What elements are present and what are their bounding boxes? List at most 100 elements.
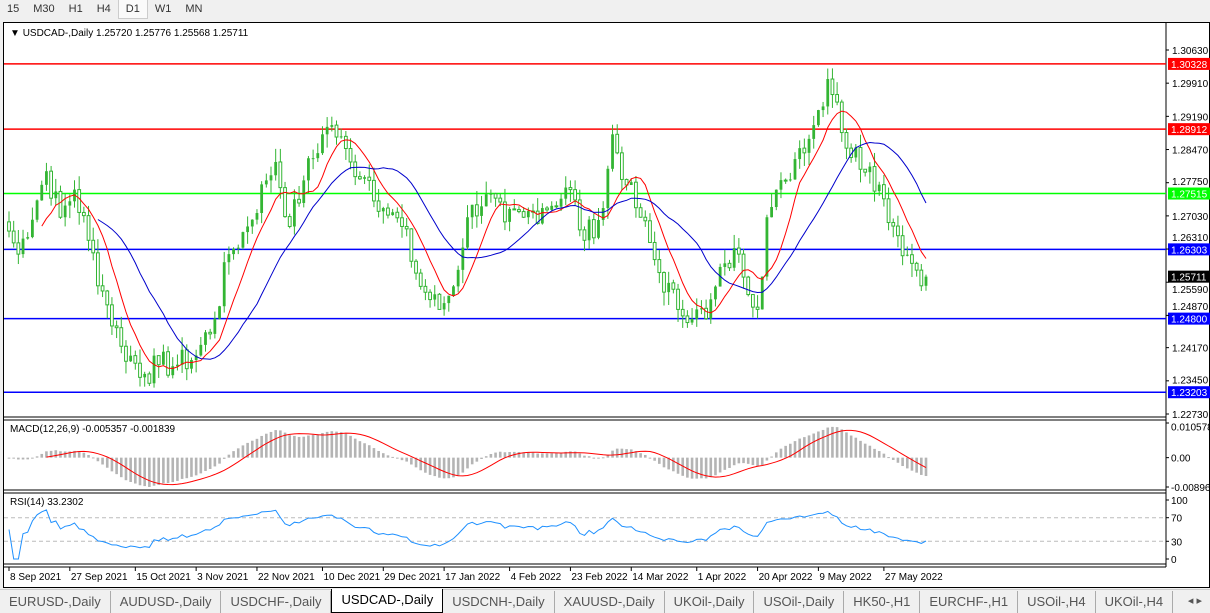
price-tick-label: 1.26310 (1172, 233, 1209, 244)
candle-up (391, 212, 395, 216)
tab-ukoil-daily[interactable]: UKOil-,Daily (665, 591, 755, 613)
tab-usoil-daily[interactable]: USOil-,Daily (754, 591, 845, 613)
price-tick-label: 1.28470 (1172, 146, 1209, 157)
timeframe-toolbar: 15 M30 H1 H4 D1 W1 MN (0, 0, 210, 19)
candle-down (643, 216, 648, 222)
candle-up (161, 351, 165, 365)
timeframe-h4[interactable]: H4 (96, 3, 111, 15)
symbol-label: USDCAD-,Daily (22, 28, 94, 39)
macd-histogram-bar (550, 453, 554, 458)
candle-down (105, 290, 110, 306)
candle-up (690, 318, 694, 323)
candle-up (484, 194, 488, 207)
price-tick-label: 1.29910 (1172, 79, 1209, 90)
tab-scroll-arrows-icon[interactable]: ◂ ▸ (1187, 595, 1202, 607)
macd-histogram-bar (363, 443, 366, 458)
macd-histogram-bar (784, 445, 787, 458)
price-tick-label: 1.24170 (1172, 344, 1209, 355)
macd-histogram-bar (905, 457, 909, 469)
macd-histogram-bar (124, 457, 128, 481)
candle-up (35, 200, 39, 220)
macd-histogram-bar (40, 453, 44, 458)
candle-up (816, 110, 820, 126)
time-tick-label: 4 Feb 2022 (511, 572, 562, 583)
tab-ukoil-h4[interactable]: UKOil-,H4 (1096, 591, 1174, 613)
chart-window[interactable]: 1.30328 1.28912 1.27515 1.26303 1.24800 1.232… (3, 22, 1210, 588)
macd-histogram-bar (807, 435, 811, 458)
tab-usdcnh-daily[interactable]: USDCNH-,Daily (443, 591, 555, 613)
candle-up (760, 276, 764, 310)
macd-histogram-bar (105, 457, 109, 468)
macd-histogram-bar (466, 457, 469, 469)
macd-histogram-bar (410, 457, 413, 465)
macd-histogram-bar (527, 452, 530, 458)
timeframe-15[interactable]: 15 (7, 3, 20, 15)
candle-up (274, 161, 278, 176)
macd-histogram-bar (199, 457, 203, 474)
macd-histogram-bar (615, 448, 619, 458)
tab-hk50-h1[interactable]: HK50-,H1 (844, 591, 921, 613)
candle-down (858, 146, 863, 170)
macd-histogram-bar (662, 457, 666, 468)
candle-down (283, 187, 287, 218)
timeframe-d1[interactable]: D1 (117, 0, 148, 19)
time-tick-label: 9 May 2022 (819, 572, 872, 583)
candle-up (227, 254, 231, 263)
macd-histogram-bar (920, 457, 923, 475)
macd-histogram-bar (849, 435, 853, 458)
price-tick-label: 1.27030 (1172, 212, 1209, 223)
macd-histogram-bar (274, 430, 277, 458)
chart-canvas[interactable]: 1.30328 1.28912 1.27515 1.26303 1.24800 1.232… (4, 23, 1210, 589)
candle-up (54, 191, 58, 199)
tab-audusd-daily[interactable]: AUDUSD-,Daily (111, 591, 222, 613)
candle-down (287, 216, 292, 227)
macd-label: MACD(12,26,9) -0.005357 -0.001839 (10, 424, 176, 435)
level-price-badge (1168, 386, 1210, 399)
collapse-triangle-icon[interactable]: ▼ (10, 28, 20, 39)
macd-histogram-bar (620, 448, 624, 458)
timeframe-h1[interactable]: H1 (68, 3, 83, 15)
macd-histogram-bar (115, 457, 118, 475)
candle-down (676, 288, 680, 310)
candle-up (143, 373, 147, 378)
chart-tabs: EURUSD-,Daily AUDUSD-,Daily USDCHF-,Daily U… (0, 589, 1210, 613)
macd-histogram-bar (882, 453, 886, 458)
candle-up (264, 180, 268, 185)
time-tick-label: 22 Nov 2021 (258, 572, 315, 583)
timeframe-w1[interactable]: W1 (154, 3, 172, 15)
macd-histogram-bar (91, 457, 95, 459)
timeframe-mn[interactable]: MN (185, 3, 203, 15)
macd-histogram-bar (877, 451, 881, 458)
macd-histogram-bar (330, 431, 334, 458)
candle-up (199, 344, 203, 356)
macd-histogram-bar (779, 448, 783, 458)
level-price-label: 1.24800 (1171, 315, 1208, 326)
candle-up (765, 217, 769, 277)
macd-histogram-bar (503, 452, 507, 458)
tab-usoil-h4[interactable]: USOil-,H4 (1018, 591, 1096, 613)
macd-histogram-bar (119, 457, 123, 478)
macd-histogram-bar (31, 457, 34, 459)
candle-up (176, 364, 179, 367)
tab-eurusd-daily[interactable]: EURUSD-,Daily (0, 591, 111, 613)
tab-eurchf-h1[interactable]: EURCHF-,H1 (920, 591, 1019, 613)
candle-down (648, 220, 652, 243)
tab-usdcad-daily[interactable]: USDCAD-,Daily (331, 589, 444, 613)
candle-down (657, 259, 662, 274)
candle-up (260, 184, 264, 214)
candle-up (63, 205, 67, 218)
candle-down (16, 242, 21, 255)
macd-histogram-bar (676, 457, 680, 474)
macd-histogram-bar (611, 450, 614, 458)
macd-histogram-bar (77, 451, 81, 458)
tab-xauusd-daily[interactable]: XAUUSD-,Daily (555, 591, 665, 613)
macd-histogram-bar (653, 457, 656, 461)
candle-down (568, 187, 573, 191)
candle-down (77, 189, 82, 213)
candle-up (292, 199, 296, 227)
macd-histogram-bar (709, 457, 713, 478)
candle-down (638, 207, 643, 218)
timeframe-m30[interactable]: M30 (33, 3, 55, 15)
tab-usdchf-daily[interactable]: USDCHF-,Daily (221, 591, 332, 613)
macd-histogram-bar (419, 457, 423, 471)
